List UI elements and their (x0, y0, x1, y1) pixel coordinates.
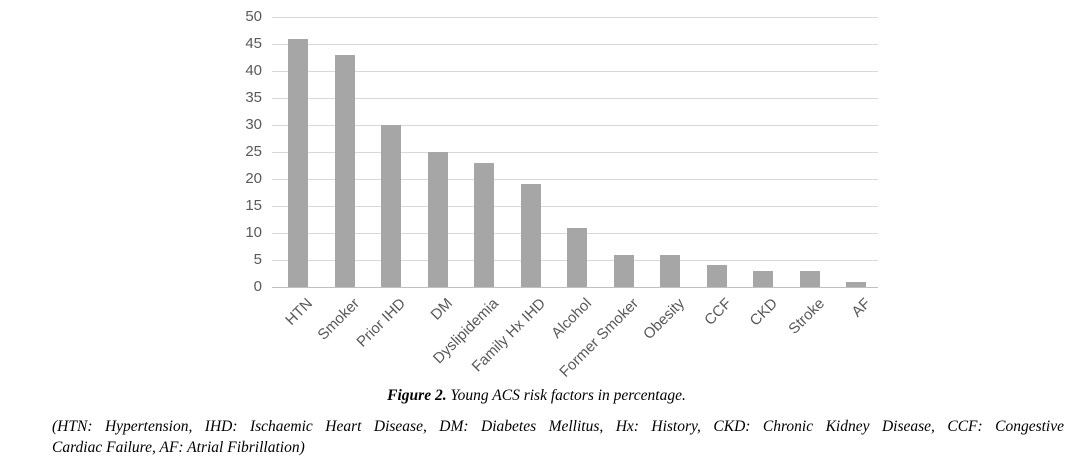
y-axis-tick-label: 50 (245, 8, 262, 25)
abbreviation-note-line-1: (HTN: Hypertension, IHD: Ischaemic Heart… (52, 418, 1064, 435)
bar (381, 125, 401, 287)
y-axis-tick-label: 20 (245, 170, 262, 187)
bar (846, 281, 866, 287)
bar (520, 184, 541, 287)
bar (567, 227, 587, 287)
gridline (272, 179, 878, 180)
y-axis-tick-label: 15 (245, 197, 262, 214)
bar (753, 270, 773, 287)
y-axis-tick-label: 0 (253, 278, 262, 295)
bar (613, 254, 634, 287)
gridline (272, 17, 878, 18)
y-axis-tick-label: 25 (245, 143, 262, 160)
gridline (272, 125, 878, 126)
abbreviation-note-line-2: Cardiac Failure, AF: Atrial Fibrillation… (52, 439, 305, 456)
x-axis-line (272, 287, 878, 288)
abbreviation-note: (HTN: Hypertension, IHD: Ischaemic Heart… (52, 416, 1064, 458)
bar (427, 152, 448, 287)
bar (706, 265, 727, 287)
bar (474, 162, 494, 287)
gridline (272, 152, 878, 153)
y-axis-tick-label: 30 (245, 116, 262, 133)
figure-caption: Figure 2. Young ACS risk factors in perc… (0, 387, 1073, 405)
figure-caption-label: Figure 2. (387, 387, 447, 404)
y-axis-tick-label: 35 (245, 89, 262, 106)
gridline (272, 206, 878, 207)
gridline (272, 44, 878, 45)
gridline (272, 98, 878, 99)
figure-caption-text: Young ACS risk factors in percentage. (446, 387, 686, 404)
bar-chart-figure: 0 5 10 15 20 25 30 35 40 45 50 HTN Smoker Prior IHD DM… (245, 8, 878, 381)
y-axis-tick-label: 5 (253, 251, 262, 268)
y-axis-tick-label: 40 (245, 62, 262, 79)
y-axis-tick-label: 10 (245, 224, 262, 241)
bar (288, 38, 308, 287)
bar (799, 270, 820, 287)
bar (660, 254, 680, 287)
y-axis-tick-label: 45 (245, 35, 262, 52)
gridline (272, 71, 878, 72)
bar (334, 54, 355, 287)
